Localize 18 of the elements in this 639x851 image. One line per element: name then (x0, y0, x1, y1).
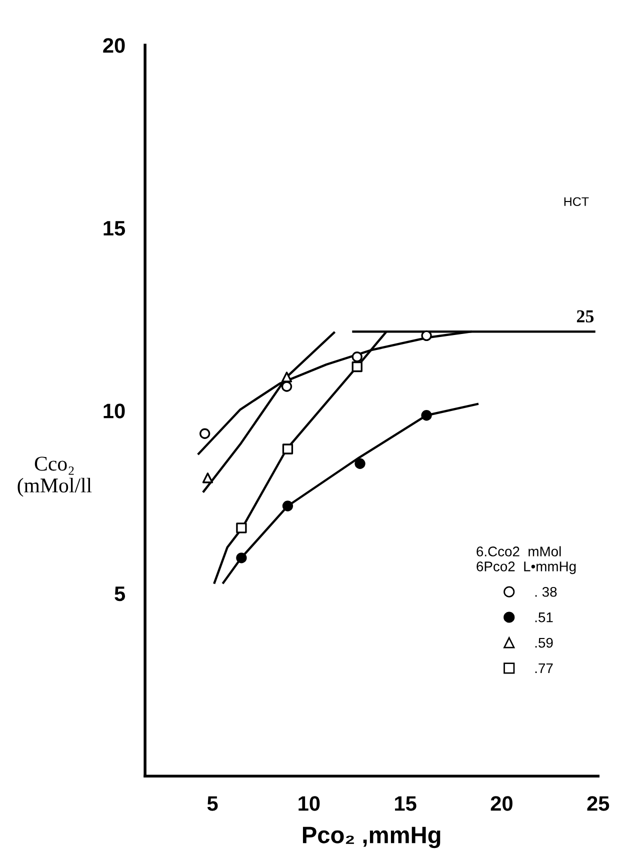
annotation: HCT (564, 197, 589, 206)
x-tick-label: 10 (298, 796, 320, 811)
legend-label: .59 (535, 638, 553, 648)
y-tick-label: 15 (104, 221, 126, 236)
y-tick-label: 5 (114, 586, 126, 602)
y-axis-title: Cco₂ (mMol/ll (18, 456, 92, 497)
legend-label: . 38 (535, 586, 557, 597)
x-tick-label: 25 (587, 796, 610, 811)
legend-label: .51 (535, 612, 553, 622)
x-tick-label: 20 (490, 796, 512, 811)
y-tick-label: 20 (103, 38, 125, 53)
series-label: 25 (576, 310, 594, 322)
legend-label: .77 (535, 663, 553, 674)
legend-title: 6.Cco2 mMol 6Pco2 L•mmHg (476, 546, 576, 574)
y-tick-label: 10 (104, 404, 125, 418)
x-axis-title: Pco₂ ,mmHg (302, 826, 440, 848)
x-tick-label: 15 (395, 796, 416, 811)
x-tick-label: 5 (207, 796, 218, 811)
